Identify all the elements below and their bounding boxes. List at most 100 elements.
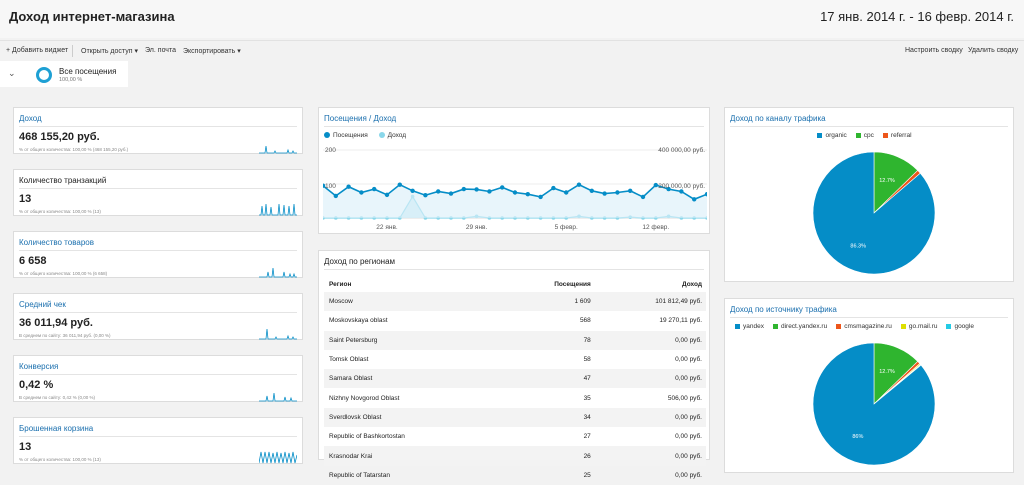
share-button[interactable]: Открыть доступ ▾: [81, 47, 138, 55]
data-point-visits[interactable]: [323, 183, 326, 188]
kpi-value: 0,42 %: [19, 379, 54, 391]
divider: [19, 126, 297, 127]
segment-percent: 100,00 %: [59, 77, 83, 83]
legend-item-revenue[interactable]: Доход: [378, 132, 406, 139]
legend-item[interactable]: google: [946, 323, 974, 330]
table-row: Republic of Bashkortostan 27 0,00 руб.: [324, 427, 706, 446]
legend-item[interactable]: cmsmagazine.ru: [836, 323, 892, 330]
x-tick-label: 22 янв.: [376, 224, 398, 231]
cell-region[interactable]: Krasnodar Krai: [324, 446, 508, 466]
cell-region[interactable]: Republic of Tatarstan: [329, 471, 390, 479]
legend-item[interactable]: go.mail.ru: [900, 323, 937, 330]
axis-label-left-top: 200: [325, 147, 336, 154]
card-title[interactable]: Доход по источнику трафика: [730, 305, 837, 314]
cell-revenue: 0,00 руб.: [590, 446, 706, 466]
kpi-card-conversion: Конверсия 0,42 % В среднем по сайту: 0,4…: [13, 355, 303, 402]
date-range-picker[interactable]: 17 янв. 2014 г. - 16 февр. 2014 г.: [820, 9, 1014, 24]
kpi-title[interactable]: Конверсия: [19, 362, 59, 371]
add-widget-button[interactable]: + Добавить виджет: [6, 47, 69, 54]
segment-selector[interactable]: ⌄ Все посещения 100,00 %: [0, 61, 128, 87]
customize-dashboard-button[interactable]: Настроить сводку: [905, 47, 963, 54]
table-row: Tomsk Oblast 58 0,00 руб.: [324, 350, 706, 369]
export-button[interactable]: Экспортировать ▾: [183, 47, 241, 55]
column-header-visits[interactable]: Посещения: [554, 280, 591, 288]
data-point-visits[interactable]: [704, 192, 707, 197]
legend-swatch-icon: [946, 323, 952, 329]
data-point-visits[interactable]: [666, 186, 671, 192]
axis-label-left-mid: 100: [325, 183, 336, 190]
kpi-subtext: % от общего количества: 100,00 % (468 15…: [19, 147, 129, 152]
kpi-title[interactable]: Доход: [19, 114, 42, 123]
data-point-visits[interactable]: [653, 182, 658, 188]
data-point-visits[interactable]: [410, 188, 415, 193]
toolbar: + Добавить виджет Открыть доступ ▾ Эл. п…: [0, 40, 1024, 60]
legend-label: referral: [890, 132, 912, 139]
cell-region[interactable]: Sverdlovsk Oblast: [324, 407, 508, 428]
data-point-visits[interactable]: [359, 190, 364, 195]
legend-item[interactable]: referral: [882, 132, 912, 139]
data-point-visits[interactable]: [589, 188, 594, 193]
data-point-visits[interactable]: [448, 191, 454, 196]
cell-region[interactable]: Samara Oblast: [324, 369, 508, 389]
data-point-visits[interactable]: [436, 189, 441, 194]
kpi-title[interactable]: Средний чек: [19, 300, 66, 309]
chevron-down-icon[interactable]: ⌄: [8, 68, 16, 78]
data-point-visits[interactable]: [551, 185, 556, 191]
pie-slice-yandex[interactable]: [812, 342, 936, 466]
card-title[interactable]: Доход по каналу трафика: [730, 114, 826, 123]
kpi-title[interactable]: Брошенная корзина: [19, 424, 94, 433]
data-point-visits[interactable]: [576, 182, 582, 187]
card-title: Доход по регионам: [324, 257, 396, 266]
data-point-visits[interactable]: [384, 192, 390, 198]
legend-item[interactable]: organic: [817, 132, 847, 139]
data-point-visits[interactable]: [602, 191, 607, 196]
data-point-visits[interactable]: [487, 189, 492, 194]
data-point-visits[interactable]: [397, 182, 402, 187]
data-point-visits[interactable]: [372, 186, 377, 192]
cell-region[interactable]: Nizhny Novgorod Oblast: [329, 394, 400, 402]
data-point-visits[interactable]: [692, 197, 697, 202]
cell-region[interactable]: Moscow: [324, 292, 508, 312]
email-button[interactable]: Эл. почта: [145, 47, 176, 54]
data-point-visits[interactable]: [538, 194, 543, 200]
legend-swatch-icon: [817, 132, 823, 138]
data-point-visits[interactable]: [346, 184, 351, 189]
table-row: Republic of Tatarstan 25 0,00 руб.: [324, 466, 706, 485]
pie-slice-label: 12.7%: [879, 369, 895, 375]
cell-region[interactable]: Moskovskaya oblast: [329, 317, 388, 325]
kpi-title[interactable]: Количество товаров: [19, 238, 94, 247]
column-header-region[interactable]: Регион: [329, 280, 352, 288]
card-title[interactable]: Посещения / Доход: [324, 114, 397, 123]
cell-region[interactable]: Tomsk Oblast: [329, 356, 369, 364]
legend-dot-icon: [324, 132, 330, 139]
series-area-visits: [323, 184, 707, 218]
pie-slice-organic[interactable]: [812, 151, 936, 275]
pie-legend: yandex direct.yandex.ru cmsmagazine.ru go.m…: [735, 323, 983, 330]
data-point-visits[interactable]: [525, 192, 530, 197]
delete-dashboard-button[interactable]: Удалить сводку: [968, 47, 1019, 54]
legend-label: google: [954, 323, 974, 330]
column-header-revenue[interactable]: Доход: [682, 280, 702, 288]
data-point-visits[interactable]: [333, 193, 338, 199]
data-point-visits[interactable]: [640, 194, 646, 200]
data-point-visits[interactable]: [628, 188, 633, 193]
data-point-visits[interactable]: [474, 187, 479, 192]
legend-item[interactable]: yandex: [735, 323, 764, 330]
cell-region[interactable]: Saint Petersburg: [324, 330, 508, 350]
cell-region[interactable]: Republic of Bashkortostan: [329, 433, 405, 441]
legend-swatch-icon: [735, 323, 740, 329]
legend-item[interactable]: direct.yandex.ru: [772, 323, 827, 330]
legend-item-visits[interactable]: Посещения: [324, 132, 368, 139]
cell-visits: 26: [507, 446, 591, 466]
legend-item[interactable]: cpc: [855, 132, 874, 139]
line-chart: 200 100 400 000,00 руб. 200 000,00 руб. …: [323, 146, 707, 231]
table-row: Moskovskaya oblast 568 19 270,11 руб.: [324, 311, 706, 330]
data-point-visits[interactable]: [423, 193, 428, 198]
data-point-visits[interactable]: [512, 190, 518, 195]
data-point-visits[interactable]: [500, 185, 505, 190]
data-point-visits[interactable]: [615, 190, 620, 195]
data-point-visits[interactable]: [679, 189, 684, 194]
data-point-visits[interactable]: [461, 186, 466, 192]
kpi-card-abandoned-cart: Брошенная корзина 13 % от общего количес…: [13, 417, 303, 464]
data-point-visits[interactable]: [564, 190, 569, 195]
